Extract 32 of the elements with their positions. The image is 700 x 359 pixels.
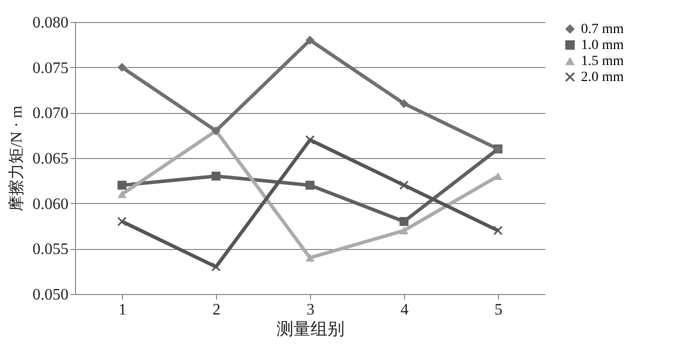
point <box>118 62 126 72</box>
x-tick-label: 2 <box>212 302 220 318</box>
point <box>400 180 408 190</box>
y-tick-label: 0.065 <box>32 150 68 168</box>
point <box>400 226 408 234</box>
point <box>400 216 408 226</box>
point <box>306 36 314 45</box>
y-tick-label: 0.055 <box>32 241 68 258</box>
point <box>212 172 220 181</box>
legend-label: 2.0 mm <box>581 70 624 85</box>
point <box>212 262 220 272</box>
y-tick-label: 0.050 <box>32 286 68 304</box>
x-tick-label: 3 <box>306 302 314 318</box>
legend-label: 1.5 mm <box>581 54 624 69</box>
y-tick-label: 0.060 <box>32 196 68 213</box>
point <box>306 254 314 262</box>
y-axis-title: 摩擦力矩/N · m <box>8 105 26 212</box>
point <box>118 216 126 226</box>
y-tick-label: 0.070 <box>32 105 68 122</box>
x-tick-label: 5 <box>494 302 502 318</box>
x-tick-label: 1 <box>118 302 126 318</box>
y-tick-label: 0.080 <box>32 14 68 32</box>
y-tick-label: 0.075 <box>32 60 68 77</box>
legend-label: 0.7 mm <box>581 22 624 37</box>
x-tick-label: 4 <box>400 302 408 318</box>
x-axis-title: 测量组别 <box>276 320 344 338</box>
point <box>494 226 502 236</box>
point <box>400 99 408 108</box>
point <box>306 180 314 190</box>
legend-label: 1.0 mm <box>581 38 624 53</box>
point <box>118 180 126 190</box>
point <box>118 190 126 198</box>
